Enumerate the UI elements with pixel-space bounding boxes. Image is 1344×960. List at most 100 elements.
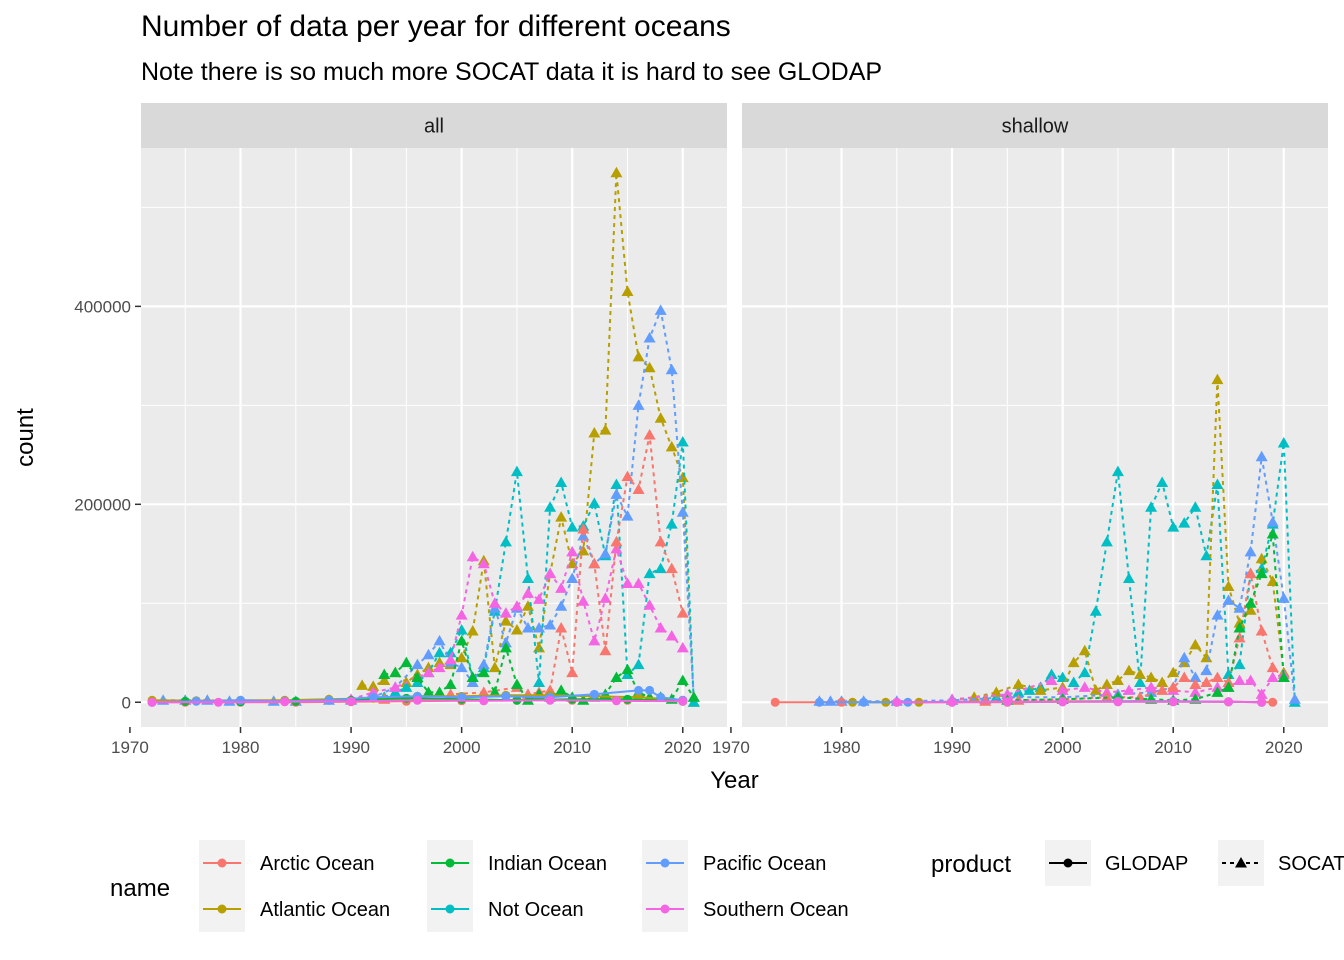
data-point-triangle [1233, 658, 1246, 670]
data-point-triangle [632, 483, 645, 494]
data-point-triangle [665, 629, 678, 641]
data-point-triangle [1067, 656, 1080, 668]
panel-background-shallow [742, 148, 1328, 727]
data-point-triangle [610, 166, 623, 178]
data-point-triangle [433, 646, 446, 658]
data-point-triangle [676, 674, 689, 685]
data-point-triangle [632, 350, 645, 362]
data-point-triangle [1045, 668, 1058, 680]
data-point-triangle [1078, 681, 1091, 692]
data-point-triangle [1156, 684, 1169, 695]
data-point-triangle [499, 535, 512, 547]
data-point-circle [1002, 697, 1012, 707]
data-point-triangle [588, 634, 601, 646]
data-point-triangle [1167, 666, 1180, 678]
facet-strip-all [141, 103, 727, 148]
data-point-triangle [1233, 674, 1246, 685]
data-point-triangle [510, 678, 523, 689]
data-point-triangle [1067, 676, 1080, 687]
x-tick-label: 1980 [823, 738, 861, 757]
legend-key-point-atlantic-ocean [217, 904, 227, 914]
data-point-triangle [1244, 674, 1257, 685]
data-point-triangle [643, 567, 656, 579]
data-point-triangle [1233, 602, 1246, 613]
series-line-all-arctic-ocean-socat [384, 434, 684, 701]
data-point-triangle [455, 624, 468, 635]
chart-subtitle: Note there is so much more SOCAT data it… [141, 58, 883, 86]
data-point-triangle [1023, 684, 1036, 695]
data-point-circle [622, 694, 632, 704]
data-point-triangle [566, 572, 579, 584]
data-point-triangle [665, 440, 678, 452]
data-point-circle [280, 697, 290, 707]
data-point-triangle [455, 651, 468, 663]
data-point-triangle [477, 686, 490, 697]
data-point-triangle [1045, 674, 1058, 685]
data-point-triangle [1122, 572, 1135, 584]
data-point-triangle [1244, 604, 1257, 615]
data-point-triangle [599, 424, 612, 435]
data-point-circle [645, 685, 655, 695]
data-point-triangle [621, 510, 634, 521]
data-point-triangle [676, 506, 689, 517]
data-point-triangle [389, 681, 402, 692]
data-point-triangle [1078, 666, 1091, 678]
data-point-circle [457, 692, 467, 702]
data-point-triangle [632, 399, 645, 410]
data-point-triangle [510, 465, 523, 477]
data-point-triangle [488, 686, 501, 697]
data-point-triangle [422, 686, 435, 697]
data-point-circle [147, 697, 157, 707]
data-point-triangle [510, 624, 523, 635]
data-point-circle [1168, 697, 1178, 707]
data-point-triangle [654, 304, 667, 315]
legend-key-point-southern-ocean [660, 904, 670, 914]
data-point-triangle [588, 557, 601, 569]
data-point-triangle [1122, 664, 1135, 676]
data-point-circle [1058, 697, 1068, 707]
data-point-triangle [643, 332, 656, 343]
data-point-circle [1268, 697, 1278, 707]
data-point-triangle [665, 518, 678, 529]
data-point-triangle [610, 535, 623, 547]
data-point-triangle [521, 587, 534, 598]
data-point-triangle [990, 686, 1003, 697]
data-point-triangle [1288, 693, 1301, 704]
data-point-triangle [555, 582, 568, 593]
data-point-triangle [1178, 671, 1191, 683]
data-point-triangle [599, 592, 612, 603]
data-point-triangle [400, 656, 413, 668]
x-tick-label: 1970 [712, 738, 750, 757]
data-point-triangle [621, 663, 634, 675]
data-point-triangle [356, 679, 369, 690]
data-point-triangle [1222, 580, 1235, 591]
series-line-shallow-atlantic-ocean-socat [951, 379, 1285, 702]
data-point-triangle [1189, 638, 1202, 650]
data-point-triangle [654, 535, 667, 547]
data-point-triangle [400, 681, 413, 692]
data-point-triangle [1145, 671, 1158, 683]
data-point-triangle [566, 521, 579, 532]
legend-key-point-pacific-ocean [660, 858, 670, 868]
data-point-triangle [488, 661, 501, 673]
data-point-triangle [367, 680, 380, 691]
data-point-triangle [1100, 678, 1113, 689]
data-point-triangle [1178, 651, 1191, 663]
data-point-triangle [643, 361, 656, 373]
legend-label-indian-ocean: Indian Ocean [488, 853, 607, 875]
data-point-triangle [1145, 681, 1158, 692]
data-point-circle [892, 697, 902, 707]
data-point-triangle [1200, 664, 1213, 676]
data-point-triangle [1222, 681, 1235, 692]
data-point-circle [678, 696, 688, 706]
data-point-circle [501, 691, 511, 701]
data-point-triangle [654, 562, 667, 574]
data-point-triangle [577, 529, 590, 541]
x-tick-label: 2000 [1044, 738, 1082, 757]
legend-key-point-socat [1235, 857, 1247, 868]
data-point-triangle [676, 607, 689, 618]
x-axis-title: Year [710, 767, 759, 794]
data-point-triangle [477, 666, 490, 678]
data-point-circle [412, 695, 422, 705]
